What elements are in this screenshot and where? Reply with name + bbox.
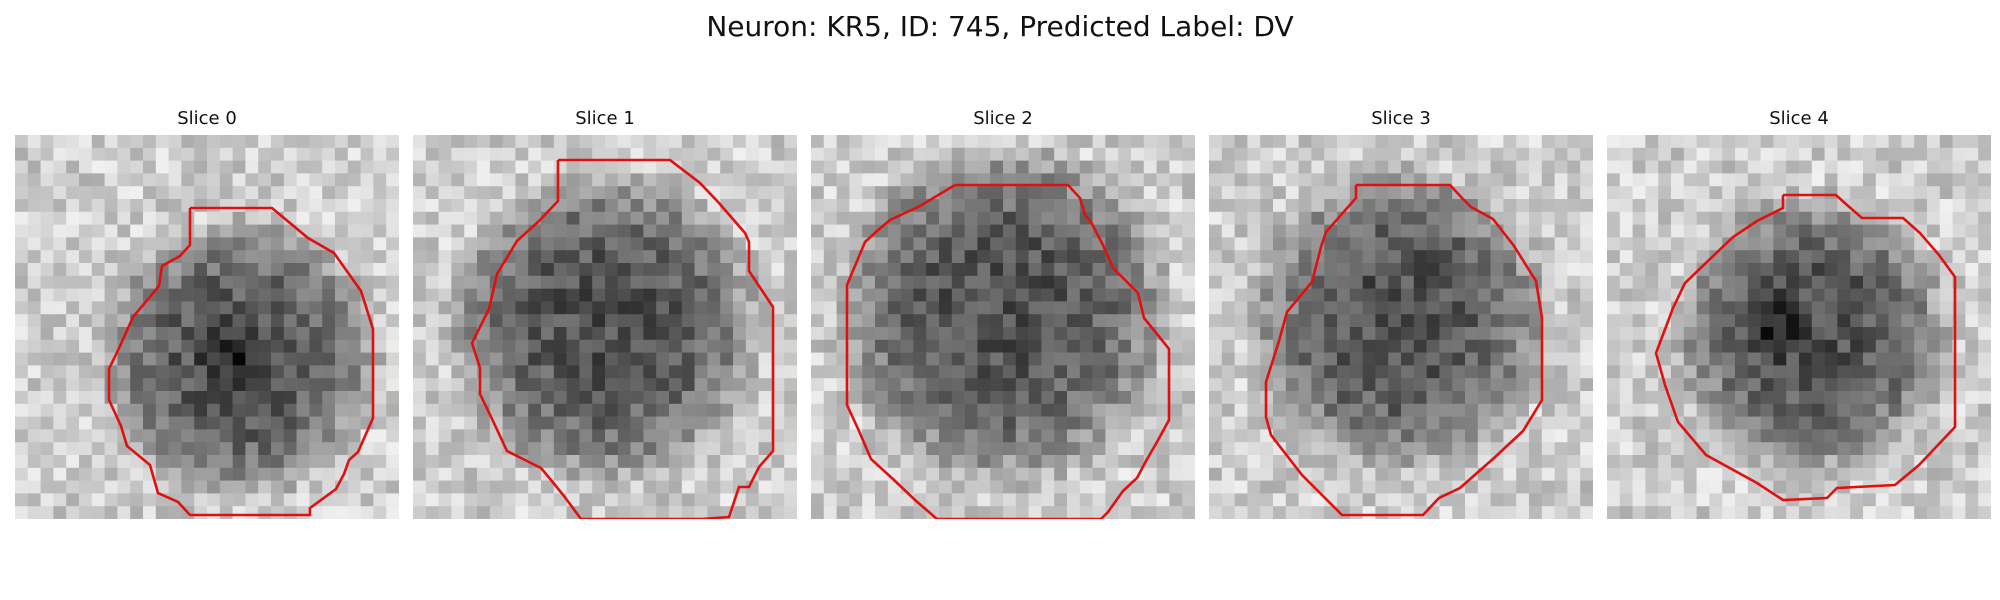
slice-image-1 xyxy=(413,135,797,519)
slice-panel-1: Slice 1 xyxy=(413,108,797,519)
slice-svg-1 xyxy=(413,135,797,519)
contour-outline-2 xyxy=(845,183,1171,519)
slice-title-2: Slice 2 xyxy=(973,108,1033,129)
contour-outline-4 xyxy=(1654,193,1957,502)
slice-title-1: Slice 1 xyxy=(575,108,635,129)
slice-image-3 xyxy=(1209,135,1593,519)
slice-svg-0 xyxy=(15,135,399,519)
pixel-grid-2 xyxy=(811,135,1195,519)
slice-panel-3: Slice 3 xyxy=(1209,108,1593,519)
pixel-grid-3 xyxy=(1209,135,1593,519)
slice-panel-0: Slice 0 xyxy=(15,108,399,519)
slice-title-4: Slice 4 xyxy=(1769,108,1829,129)
figure-title: Neuron: KR5, ID: 745, Predicted Label: D… xyxy=(706,10,1294,43)
slice-image-2 xyxy=(811,135,1195,519)
slice-title-0: Slice 0 xyxy=(177,108,237,129)
slice-title-3: Slice 3 xyxy=(1371,108,1431,129)
slice-svg-2 xyxy=(811,135,1195,519)
pixel-grid-0 xyxy=(15,135,399,519)
slice-image-0 xyxy=(15,135,399,519)
pixel-grid-4 xyxy=(1607,135,1991,519)
slice-svg-4 xyxy=(1607,135,1991,519)
contour-outline-0 xyxy=(107,206,375,517)
slice-panel-4: Slice 4 xyxy=(1607,108,1991,519)
slice-svg-3 xyxy=(1209,135,1593,519)
slice-panel-2: Slice 2 xyxy=(811,108,1195,519)
slice-image-4 xyxy=(1607,135,1991,519)
pixel-grid-1 xyxy=(413,135,797,519)
contour-outline-1 xyxy=(470,158,775,519)
contour-outline-3 xyxy=(1264,183,1544,517)
